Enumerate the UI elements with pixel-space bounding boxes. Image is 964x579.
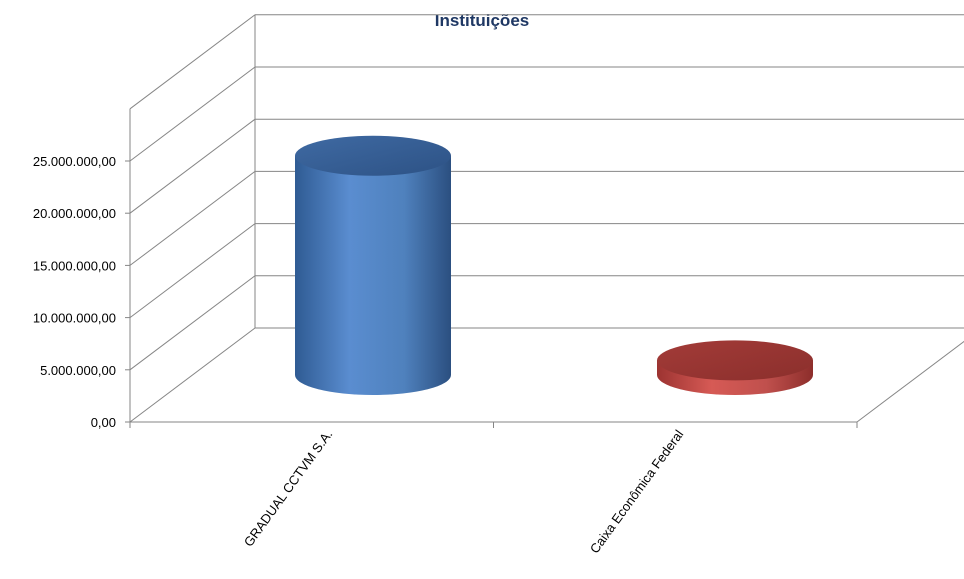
y-tick-label: 5.000.000,00 — [40, 363, 116, 378]
chart-title: Instituições — [434, 11, 530, 30]
y-tick-labels: 0,00 5.000.000,00 10.000.000,00 15.000.000,… — [33, 154, 116, 430]
gridlines — [129, 14, 964, 423]
y-tick-label: 25.000.000,00 — [33, 154, 116, 169]
y-tick-label: 0,00 — [91, 415, 116, 430]
y-tick-label: 15.000.000,00 — [33, 258, 116, 273]
axes — [125, 108, 858, 428]
bar-2 — [657, 340, 813, 395]
y-tick-label: 10.000.000,00 — [33, 311, 116, 326]
bar-top — [657, 340, 813, 381]
gridline-side — [129, 327, 256, 423]
gridline-side — [129, 275, 256, 371]
category-labels: GRADUAL CCTVM S.A. Caixa Econômica Federa… — [241, 427, 687, 556]
category-label: GRADUAL CCTVM S.A. — [241, 427, 336, 549]
bar-body — [295, 155, 451, 395]
gridline-side — [129, 171, 256, 266]
gridline-side — [129, 14, 256, 110]
gridline-side — [129, 118, 256, 214]
y-tick-label: 20.000.000,00 — [33, 206, 116, 221]
floor-edge — [856, 340, 964, 423]
category-label: Caixa Econômica Federal — [587, 427, 687, 556]
gridline-side — [129, 66, 256, 162]
gridline-side — [129, 223, 256, 318]
bar-top — [295, 135, 451, 176]
bar-1 — [295, 135, 451, 395]
bars — [295, 135, 813, 395]
